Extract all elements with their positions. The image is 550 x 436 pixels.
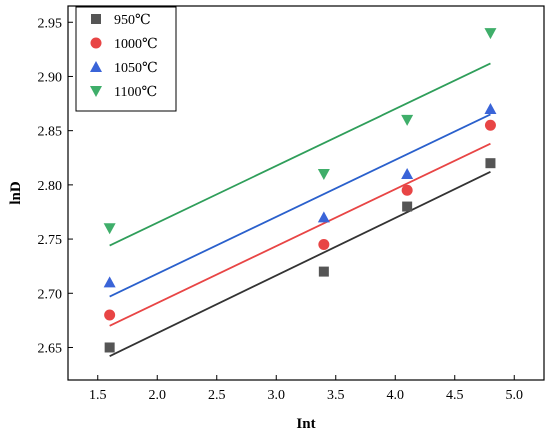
- data-point-3: [103, 223, 116, 235]
- y-tick-label: 2.65: [38, 341, 63, 356]
- x-tick-label: 4.5: [446, 388, 464, 403]
- x-axis: 1.5 2.0 2.5 3.0 3.5 4.0 4.5 5.0: [89, 375, 523, 403]
- x-tick-label: 5.0: [506, 388, 524, 403]
- data-markers: [103, 28, 497, 353]
- y-tick-label: 2.80: [38, 179, 63, 194]
- data-point-3: [317, 169, 330, 181]
- x-tick-label: 4.0: [387, 388, 405, 403]
- x-axis-title: Int: [296, 416, 315, 432]
- legend: 950℃ 1000℃ 1050℃ 1100℃: [75, 6, 177, 112]
- x-tick-label: 3.5: [327, 388, 345, 403]
- y-tick-label: 2.90: [38, 70, 63, 85]
- data-point-1: [318, 238, 330, 250]
- data-point-2: [103, 276, 116, 288]
- data-point-1: [484, 119, 496, 131]
- legend-box: [75, 6, 177, 112]
- legend-marker-3: [90, 86, 102, 97]
- legend-label-1: 1000℃: [114, 37, 158, 52]
- data-point-1: [104, 309, 116, 321]
- data-point-3: [401, 114, 414, 126]
- data-point-3: [484, 28, 497, 40]
- fit-lines: [109, 62, 491, 357]
- legend-marker-1: [90, 37, 102, 49]
- fit-line-2: [109, 113, 491, 298]
- y-axis: 2.65 2.70 2.75 2.80 2.85 2.90 2.95: [38, 16, 73, 356]
- fit-line-1: [109, 142, 491, 327]
- x-tick-label: 3.0: [268, 388, 286, 403]
- data-point-0: [402, 201, 413, 212]
- data-point-0: [485, 158, 496, 169]
- plot-frame: [67, 5, 545, 381]
- legend-label-3: 1100℃: [114, 85, 157, 100]
- data-point-0: [318, 266, 329, 277]
- legend-marker-0: [91, 14, 101, 24]
- y-tick-label: 2.85: [38, 125, 63, 140]
- x-tick-label: 2.5: [208, 388, 226, 403]
- y-tick-label: 2.70: [38, 287, 63, 302]
- legend-label-0: 950℃: [114, 13, 151, 28]
- y-tick-label: 2.95: [38, 16, 63, 31]
- legend-label-2: 1050℃: [114, 61, 158, 76]
- y-tick-label: 2.75: [38, 233, 63, 248]
- data-point-0: [104, 342, 115, 353]
- data-point-2: [317, 211, 330, 223]
- data-point-1: [401, 184, 413, 196]
- x-tick-label: 1.5: [89, 388, 107, 403]
- legend-marker-2: [90, 61, 102, 72]
- fit-line-3: [109, 62, 491, 247]
- x-tick-label: 2.0: [149, 388, 167, 403]
- y-axis-title: lnD: [8, 181, 24, 205]
- fit-line-0: [109, 171, 491, 357]
- data-point-2: [401, 168, 414, 180]
- data-point-2: [484, 102, 497, 114]
